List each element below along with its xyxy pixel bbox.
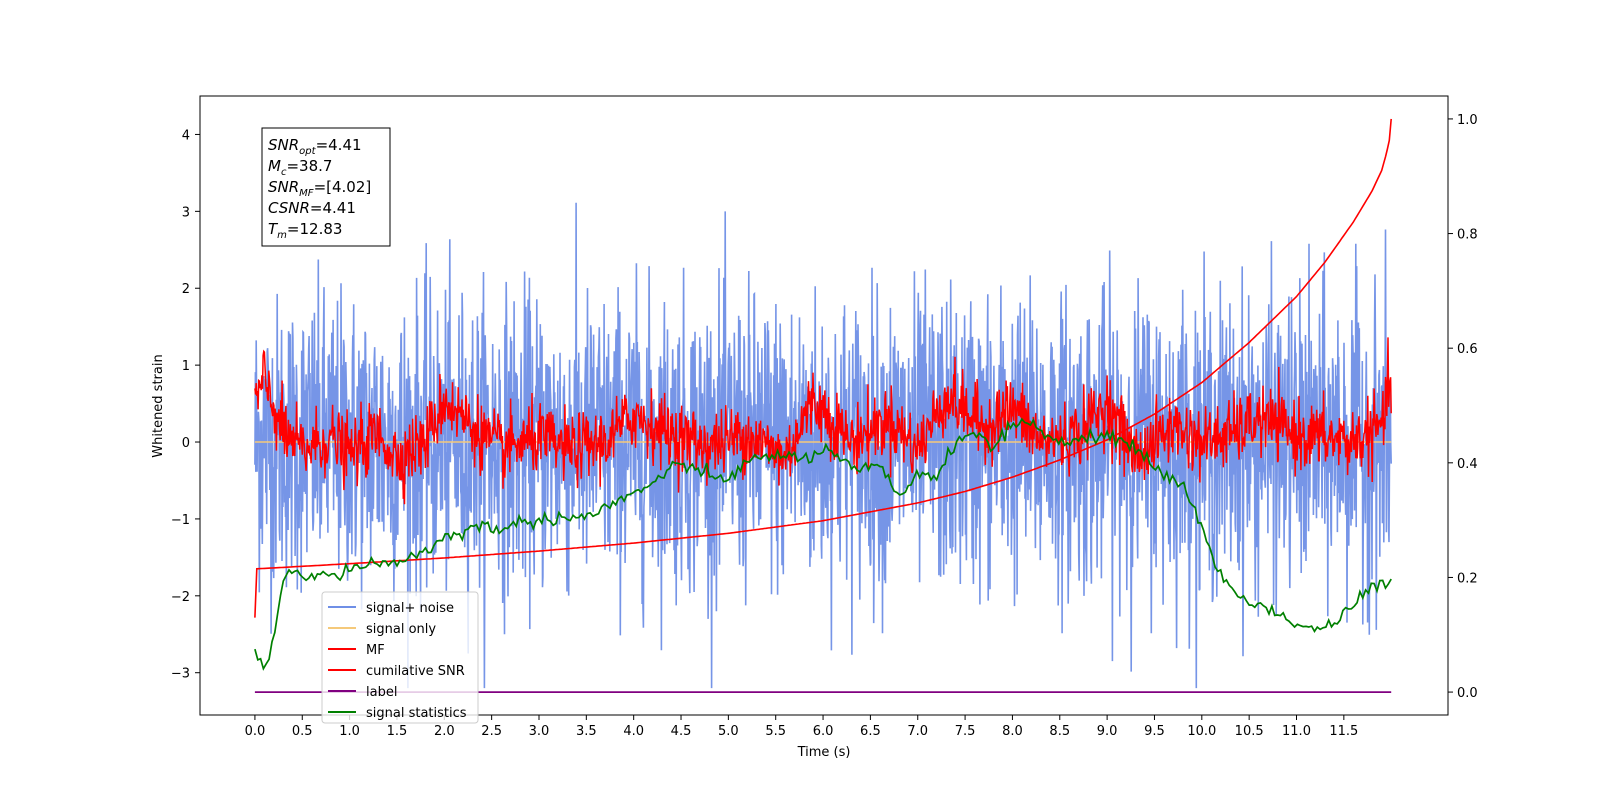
x-tick-label: 8.5 — [1049, 724, 1070, 739]
y-tick-label: −2 — [171, 590, 190, 605]
series-mf — [254, 337, 1392, 505]
legend-label: signal only — [366, 622, 436, 637]
x-tick-label: 2.5 — [481, 724, 502, 739]
info-box-frame — [261, 127, 391, 247]
x-tick-label: 6.0 — [813, 724, 834, 739]
legend-frame — [321, 591, 479, 724]
x-tick-label: 6.5 — [860, 724, 881, 739]
y2-tick-label: 1.0 — [1457, 113, 1478, 128]
x-tick-label: 9.5 — [1144, 724, 1165, 739]
series-cumulative-snr — [254, 118, 1392, 618]
x-tick-label: 4.5 — [671, 724, 692, 739]
legend-label: label — [366, 685, 397, 700]
x-tick-label: 5.0 — [718, 724, 739, 739]
y-tick-label: 1 — [182, 359, 190, 374]
x-tick-label: 7.5 — [955, 724, 976, 739]
y-axis-label: Whitened strain — [151, 354, 166, 457]
x-tick-label: 1.0 — [339, 724, 360, 739]
y2-tick-label: 0.6 — [1457, 342, 1478, 357]
x-tick-label: 7.0 — [907, 724, 928, 739]
info-box-line: Tm=12.83 — [268, 220, 342, 241]
y2-tick-label: 0.4 — [1457, 457, 1478, 472]
legend-label: MF — [366, 643, 385, 658]
y-tick-label: 4 — [182, 128, 190, 143]
info-box-line: CSNR=4.41 — [268, 199, 356, 217]
x-tick-label: 10.0 — [1187, 724, 1216, 739]
legend: signal+ noise signal only MF cumilative SNR… — [321, 591, 479, 724]
info-box-line: Mc=38.7 — [268, 157, 332, 178]
x-tick-label: 11.5 — [1329, 724, 1358, 739]
x-tick-label: 8.0 — [1002, 724, 1023, 739]
y-tick-label: 0 — [182, 436, 190, 451]
x-tick-label: 10.5 — [1235, 724, 1264, 739]
y2-tick-label: 0.0 — [1457, 686, 1478, 701]
series-signal-statistics — [254, 417, 1392, 671]
y-tick-label: −3 — [171, 667, 190, 682]
legend-label: cumilative SNR — [366, 664, 465, 679]
y-axis-right: 0.0 0.2 0.4 0.6 0.8 1.0 — [1448, 113, 1478, 701]
x-tick-label: 4.0 — [623, 724, 644, 739]
x-tick-label: 9.0 — [1097, 724, 1118, 739]
x-tick-label: 0.5 — [292, 724, 313, 739]
legend-label: signal+ noise — [366, 601, 454, 616]
x-tick-label: 5.5 — [765, 724, 786, 739]
y-tick-label: 2 — [182, 282, 190, 297]
info-box-line: SNRMF=[4.02] — [268, 178, 371, 199]
plot-frame — [199, 95, 1449, 716]
x-tick-label: 3.5 — [576, 724, 597, 739]
x-tick-label: 0.0 — [245, 724, 266, 739]
x-axis: 0.0 0.5 1.0 1.5 2.0 2.5 3.0 3.5 4.0 4.5 5.0 5.5 6.0 6… — [245, 715, 1358, 739]
y-tick-label: 3 — [182, 205, 190, 220]
x-tick-label: 11.0 — [1282, 724, 1311, 739]
x-tick-label: 1.5 — [387, 724, 408, 739]
legend-items: signal+ noise signal only MF cumilative SNR… — [328, 601, 467, 721]
legend-label: signal statistics — [366, 706, 467, 721]
x-tick-label: 3.0 — [529, 724, 550, 739]
y-tick-label: −1 — [171, 513, 190, 528]
y2-tick-label: 0.2 — [1457, 571, 1478, 586]
info-box-line: SNRopt=4.41 — [268, 136, 362, 157]
y2-tick-label: 0.8 — [1457, 228, 1478, 243]
x-axis-label: Time (s) — [797, 745, 851, 760]
x-tick-label: 2.0 — [434, 724, 455, 739]
y-axis-left: −3 −2 −1 0 1 2 3 4 — [171, 128, 200, 682]
